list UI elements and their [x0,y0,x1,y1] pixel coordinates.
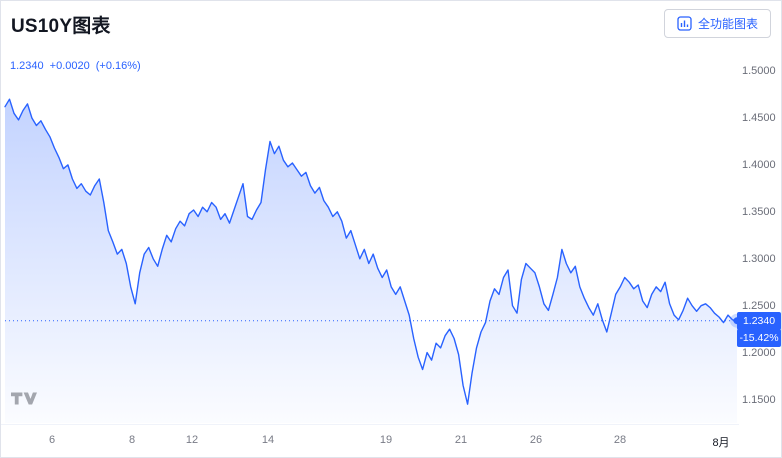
y-axis-label: 1.4000 [742,159,776,171]
price-change: +0.0020 [49,60,90,72]
price-change-percent: (+0.16%) [95,60,141,72]
x-axis-label: 6 [48,434,56,446]
tradingview-logo[interactable] [10,391,40,411]
page-title: US10Y图表 [11,16,111,37]
series-line [4,98,738,405]
x-axis-label: 21 [454,434,468,446]
current-price-badge: 1.2340 [737,312,781,330]
chart-icon [677,16,692,31]
x-axis-label: 28 [613,434,627,446]
time-axis: 6 8 12 14 19 21 26 28 8月 [1,424,739,457]
x-axis-label: 26 [529,434,543,446]
y-axis-label: 1.4500 [742,112,776,124]
y-axis-label: 1.1500 [742,394,776,406]
x-axis-label: 8 [128,434,136,446]
y-axis-label: 1.5000 [742,65,776,77]
y-axis-label: 1.2500 [742,300,776,312]
x-axis-label: 14 [261,434,275,446]
period-change-badge: -15.42% [737,329,781,347]
y-axis-label: 1.2000 [742,347,776,359]
x-axis-label: 8月 [712,437,730,449]
x-axis-label: 12 [185,434,199,446]
series-area-fill [5,99,737,423]
x-axis-label: 19 [379,434,393,446]
y-axis-label: 1.3500 [742,206,776,218]
full-chart-button-label: 全功能图表 [697,17,758,31]
last-price: 1.2340 [10,60,44,72]
full-chart-button[interactable]: 全功能图表 [663,9,771,38]
price-summary: 1.2340 +0.0020 (+0.16%) [10,60,141,72]
y-axis-label: 1.3000 [742,253,776,265]
